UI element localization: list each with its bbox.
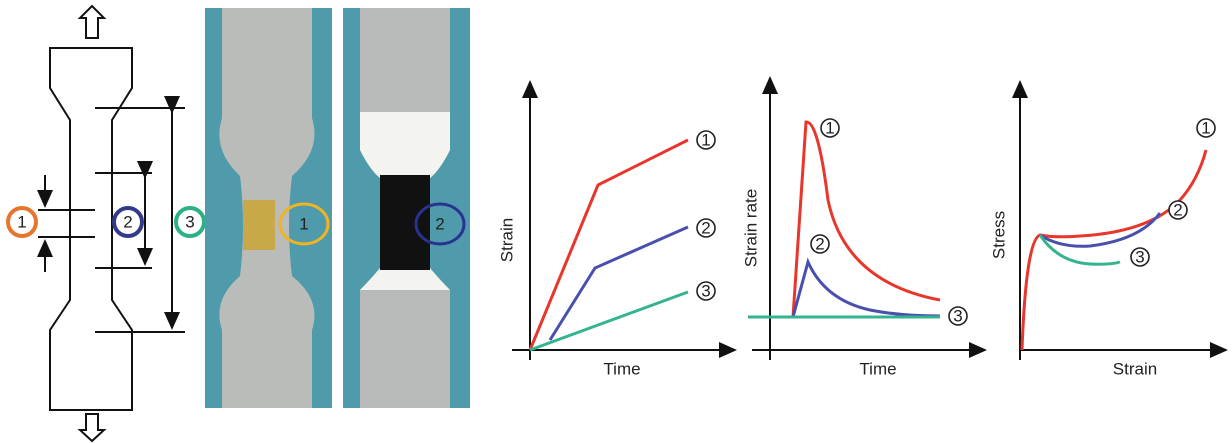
- plot: 1 2 3 Strain Time: [497, 80, 737, 378]
- curve-label: 2: [1173, 200, 1182, 219]
- curve-label: 3: [953, 306, 962, 325]
- curve-label: 2: [701, 218, 710, 237]
- marker: 3: [185, 212, 194, 231]
- y-axis-label: Strain rate: [741, 189, 760, 267]
- marker: 1: [17, 212, 26, 231]
- x-axis-label: Strain: [1113, 359, 1157, 378]
- photo: 2: [343, 8, 470, 408]
- photo-label: 2: [435, 214, 444, 233]
- photo: 1: [205, 8, 332, 408]
- x-axis-label: Time: [603, 359, 640, 378]
- x-axis-label: Time: [859, 359, 896, 378]
- specimen-outline: [49, 47, 133, 411]
- arrow-up: [77, 4, 107, 39]
- curve-label: 1: [1201, 118, 1210, 137]
- y-axis-label: Strain: [497, 218, 516, 262]
- curve-label: 3: [701, 281, 710, 300]
- curve-label: 1: [701, 130, 710, 149]
- plot: 1 2 3 Stress Strain: [989, 80, 1228, 378]
- curve-label: 1: [825, 118, 834, 137]
- marker: 2: [123, 212, 132, 231]
- y-axis-label: Stress: [989, 211, 1008, 259]
- curve-label: 2: [815, 234, 824, 253]
- curve-label: 3: [1135, 247, 1144, 266]
- arrow-down: [77, 413, 107, 443]
- photo-label: 1: [299, 214, 308, 233]
- plot: 1 2 3 Strain rate Time: [741, 76, 987, 378]
- specimen: 1 2 3: [6, 4, 206, 443]
